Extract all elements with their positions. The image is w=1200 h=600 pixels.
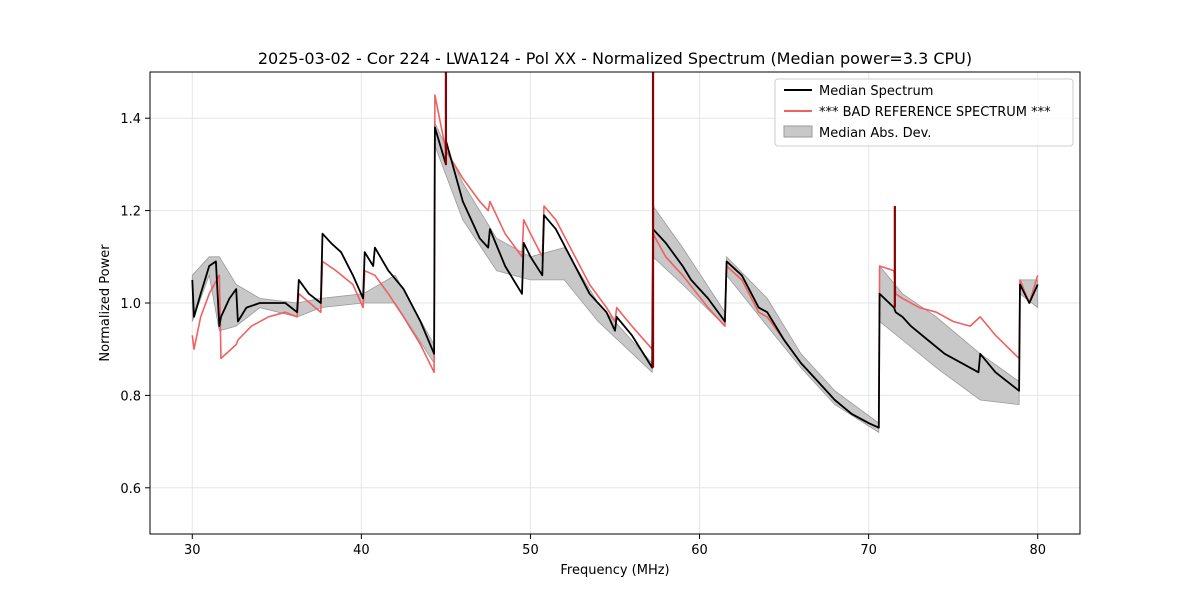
x-tick-label: 30: [184, 543, 201, 558]
legend-box: [774, 78, 1074, 147]
legend-reference-label: *** BAD REFERENCE SPECTRUM ***: [819, 105, 1051, 120]
x-tick-label: 70: [860, 543, 877, 558]
y-tick-label: 0.6: [120, 482, 141, 497]
legend-mad-swatch: [783, 125, 813, 138]
y-tick-label: 1.2: [120, 205, 141, 220]
reference-spectrum-line: [191, 94, 1039, 429]
y-axis-label: Normalized Power: [98, 244, 113, 362]
y-tick-label: 0.8: [120, 389, 141, 404]
x-tick-label: 80: [1029, 543, 1046, 558]
legend-mad-label: Median Abs. Dev.: [819, 126, 931, 141]
x-axis-ticks: 30 40 50 60 70 80: [184, 534, 1046, 558]
mad-band-layer: [191, 122, 1039, 434]
mad-band: [191, 122, 1039, 434]
series-layer: [191, 94, 1039, 429]
x-axis-label: Frequency (MHz): [560, 563, 669, 578]
x-tick-label: 40: [353, 543, 370, 558]
y-tick-label: 1.0: [120, 297, 141, 312]
median-spectrum-line: [191, 126, 1039, 429]
legend-median-label: Median Spectrum: [819, 84, 933, 99]
y-tick-label: 1.4: [120, 112, 141, 127]
y-axis-ticks: 0.6 0.8 1.0 1.2 1.4: [120, 112, 150, 497]
legend: Median Spectrum *** BAD REFERENCE SPECTR…: [774, 78, 1074, 147]
x-tick-label: 50: [522, 543, 539, 558]
chart-title: 2025-03-02 - Cor 224 - LWA124 - Pol XX -…: [258, 49, 972, 68]
x-tick-label: 60: [691, 543, 708, 558]
spike-layer: [444, 72, 896, 368]
